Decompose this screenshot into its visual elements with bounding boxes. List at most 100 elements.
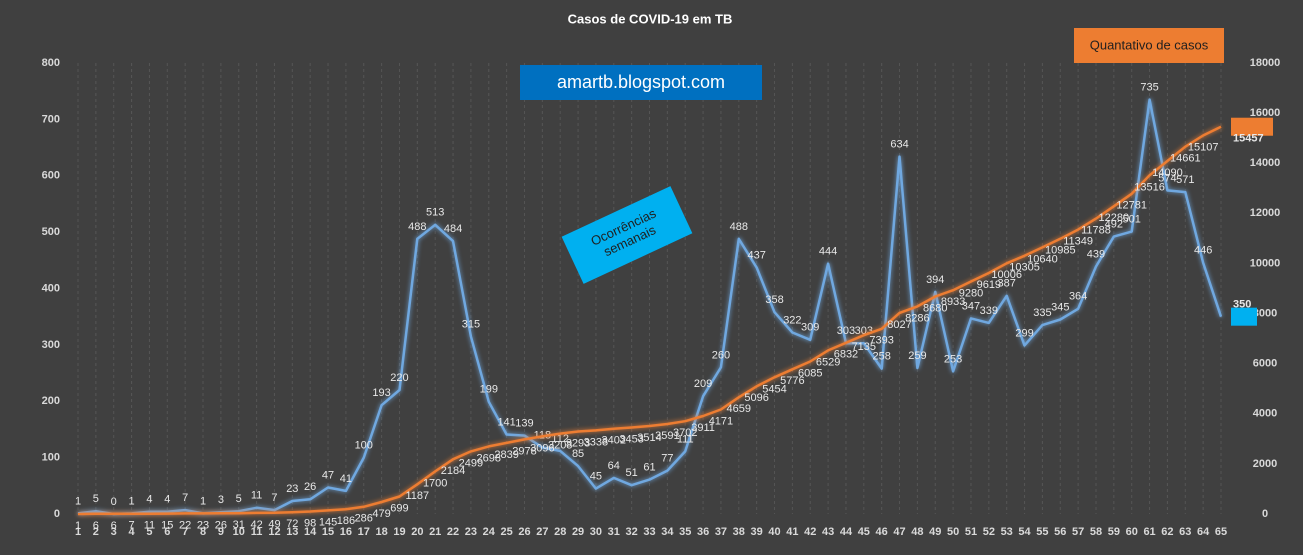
data-label: 11 <box>251 490 262 502</box>
data-label: 12781 <box>1116 200 1147 212</box>
data-label: 5096 <box>744 392 768 404</box>
data-label: 2184 <box>441 465 465 477</box>
data-label: 2698 <box>477 452 501 464</box>
data-label: 299 <box>1015 327 1033 339</box>
data-label: 111 <box>677 433 694 445</box>
data-label: 9280 <box>959 287 983 299</box>
x-tick-label: 33 <box>643 526 655 538</box>
data-label: 345 <box>1051 301 1069 313</box>
data-label: 358 <box>765 294 783 306</box>
data-label: 209 <box>694 378 712 390</box>
x-tick-label: 61 <box>1143 526 1155 538</box>
data-label: 259 <box>908 350 926 362</box>
x-tick-label: 42 <box>804 526 816 538</box>
data-label: 10006 <box>991 269 1022 281</box>
data-label: 286 <box>355 513 373 525</box>
data-label: 3208 <box>548 440 572 452</box>
x-tick-label: 2 <box>93 526 99 538</box>
data-label: 303 <box>837 325 855 337</box>
data-label: 488 <box>408 221 426 233</box>
data-label: 7 <box>271 492 277 504</box>
data-label: 8933 <box>941 296 965 308</box>
data-label: 98 <box>304 517 316 529</box>
data-label: 488 <box>730 221 748 233</box>
x-tick-label: 50 <box>947 526 959 538</box>
data-label: 61 <box>643 462 655 474</box>
data-label: 45 <box>590 471 602 483</box>
x-tick-label: 23 <box>465 526 477 538</box>
data-label: 387 <box>998 278 1016 290</box>
data-label: 5776 <box>780 375 804 387</box>
series-label-box <box>1074 28 1224 63</box>
x-tick-label: 64 <box>1197 526 1210 538</box>
data-label: 11788 <box>1081 225 1111 237</box>
x-tick-label: 31 <box>608 526 620 538</box>
x-tick-label: 12 <box>268 526 280 538</box>
data-label: 72 <box>286 518 298 530</box>
data-label: 4 <box>164 494 170 506</box>
data-label: 199 <box>480 384 498 396</box>
y-tick-label: 500 <box>42 226 60 238</box>
data-label: 5 <box>93 493 99 505</box>
data-label: 258 <box>872 350 890 362</box>
y-tick-label: 800 <box>42 57 60 69</box>
y-tick-label: 400 <box>42 282 60 294</box>
x-tick-label: 11 <box>251 526 263 538</box>
data-label: 3096 <box>530 442 554 454</box>
x-tick-label: 17 <box>358 526 370 538</box>
data-label: 5 <box>236 493 242 505</box>
data-label: 26 <box>304 481 316 493</box>
data-label: 3293 <box>566 437 590 449</box>
x-tick-label: 28 <box>554 526 566 538</box>
data-label: 77 <box>661 452 673 464</box>
data-label: 64 <box>608 460 620 472</box>
data-label: 7135 <box>852 341 876 353</box>
data-label: 23 <box>286 483 298 495</box>
data-label: 571 <box>1176 174 1194 186</box>
x-tick-label: 37 <box>715 526 727 538</box>
x-tick-label: 45 <box>858 526 870 538</box>
data-label: 350 <box>1233 299 1251 311</box>
data-label: 15457 <box>1233 133 1264 145</box>
x-tick-label: 57 <box>1072 526 1084 538</box>
data-label: 492 <box>1105 219 1123 231</box>
x-tick-label: 51 <box>965 526 977 538</box>
data-label: 6 <box>93 520 99 532</box>
data-label: 322 <box>783 314 801 326</box>
data-label: 3911 <box>691 422 715 434</box>
x-tick-label: 7 <box>182 526 188 538</box>
y2-tick-label: 4000 <box>1253 408 1277 420</box>
data-label: 3402 <box>602 435 626 447</box>
series-line <box>77 98 1223 516</box>
x-tick-label: 26 <box>518 526 530 538</box>
x-tick-label: 54 <box>1018 526 1031 538</box>
x-tick-label: 41 <box>786 526 798 538</box>
x-tick-label: 65 <box>1215 526 1227 538</box>
data-label: 394 <box>926 274 944 286</box>
data-label: 15107 <box>1188 141 1219 153</box>
data-label: 85 <box>572 448 584 460</box>
x-tick-label: 24 <box>483 526 496 538</box>
data-label: 49 <box>268 519 280 531</box>
x-tick-label: 59 <box>1108 526 1120 538</box>
data-label: 141 <box>497 416 515 428</box>
data-label: 12280 <box>1099 212 1130 224</box>
x-tick-label: 58 <box>1090 526 1102 538</box>
x-tick-label: 4 <box>129 526 136 538</box>
data-label: 1 <box>129 495 135 507</box>
data-label: 186 <box>337 515 355 527</box>
data-label: 479 <box>372 508 390 520</box>
x-tick-label: 62 <box>1161 526 1173 538</box>
x-tick-label: 36 <box>697 526 709 538</box>
y-tick-label: 600 <box>42 170 60 182</box>
y2-tick-label: 8000 <box>1253 307 1277 319</box>
data-label: 6832 <box>834 349 858 361</box>
x-tick-label: 16 <box>340 526 352 538</box>
y2-tick-label: 14000 <box>1250 157 1281 169</box>
y2-tick-label: 6000 <box>1253 358 1277 370</box>
data-label: 309 <box>801 322 819 334</box>
data-label: 6529 <box>816 356 840 368</box>
data-label: 446 <box>1194 244 1212 256</box>
y-tick-label: 200 <box>42 395 60 407</box>
data-label: 220 <box>390 372 408 384</box>
